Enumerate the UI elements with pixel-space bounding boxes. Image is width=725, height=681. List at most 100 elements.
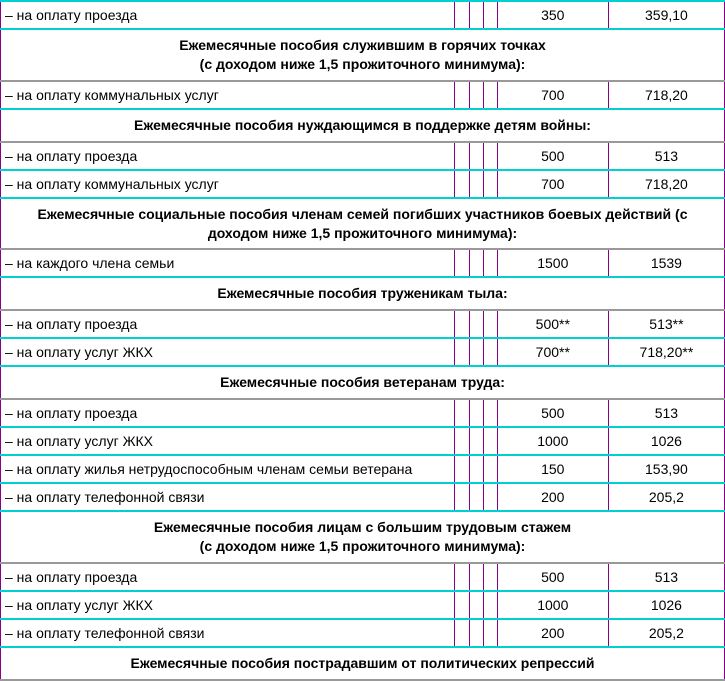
gap-cell (469, 142, 483, 170)
value-1: 500** (497, 310, 608, 338)
gap-cell (455, 142, 469, 170)
table-row: – на каждого члена семьи15001539 (1, 249, 725, 277)
row-label: – на оплату проезда (1, 399, 455, 427)
gap-cell (455, 619, 469, 647)
gap-cell (469, 619, 483, 647)
value-2: 1026 (608, 591, 724, 619)
row-label: – на оплату коммунальных услуг (1, 81, 455, 109)
value-2: 718,20 (608, 81, 724, 109)
section-header-row: Ежемесячные пособия пострадавшим от поли… (1, 647, 725, 680)
section-header-row: Ежемесячные пособия служившим в горячих … (1, 29, 725, 81)
gap-cell (455, 483, 469, 511)
section-header-row: Ежемесячные пособия нуждающимся в поддер… (1, 109, 725, 142)
gap-cell (455, 455, 469, 483)
gap-cell (469, 170, 483, 198)
table-row: – на оплату услуг ЖКХ 10001026 (1, 427, 725, 455)
value-1: 1000 (497, 427, 608, 455)
gap-cell (483, 338, 497, 366)
section-header-cell: Ежемесячные пособия труженикам тыла: (1, 277, 725, 310)
table-row: – на оплату коммунальных услуг 700718,20 (1, 81, 725, 109)
gap-cell (469, 1, 483, 29)
table-row: – на оплату проезда 500513 (1, 142, 725, 170)
row-label: – на оплату коммунальных услуг (1, 170, 455, 198)
gap-cell (483, 81, 497, 109)
gap-cell (483, 399, 497, 427)
value-1: 700 (497, 81, 608, 109)
row-label: – на оплату проезда (1, 1, 455, 29)
value-1: 500 (497, 399, 608, 427)
gap-cell (483, 170, 497, 198)
table-row: – на оплату телефонной связи200205,2 (1, 619, 725, 647)
row-label: – на оплату услуг ЖКХ (1, 427, 455, 455)
section-header-cell: Ежемесячные пособия ветеранам труда: (1, 366, 725, 399)
gap-cell (483, 1, 497, 29)
gap-cell (455, 591, 469, 619)
table-row: – на оплату услуг ЖКХ700**718,20** (1, 338, 725, 366)
value-2: 718,20 (608, 170, 724, 198)
section-header-cell: Ежемесячные пособия служившим в горячих … (1, 29, 725, 81)
table-row: – на оплату проезда 500513 (1, 563, 725, 591)
value-1: 1000 (497, 591, 608, 619)
gap-cell (455, 563, 469, 591)
table-row: – на оплату услуг ЖКХ 10001026 (1, 591, 725, 619)
gap-cell (455, 1, 469, 29)
value-1: 700 (497, 170, 608, 198)
gap-cell (483, 249, 497, 277)
value-2: 513** (608, 310, 724, 338)
gap-cell (469, 455, 483, 483)
gap-cell (483, 310, 497, 338)
gap-cell (469, 338, 483, 366)
value-2: 1539 (608, 249, 724, 277)
gap-cell (483, 427, 497, 455)
value-2: 205,2 (608, 483, 724, 511)
gap-cell (483, 563, 497, 591)
gap-cell (483, 591, 497, 619)
gap-cell (455, 310, 469, 338)
row-label: – на оплату услуг ЖКХ (1, 591, 455, 619)
gap-cell (483, 483, 497, 511)
gap-cell (469, 483, 483, 511)
gap-cell (469, 81, 483, 109)
table-row: – на оплату проезда 500**513** (1, 310, 725, 338)
value-2: 205,2 (608, 619, 724, 647)
table-row: – на оплату жилья нетрудоспособным члена… (1, 455, 725, 483)
row-label: – на оплату проезда (1, 563, 455, 591)
gap-cell (455, 170, 469, 198)
value-2: 513 (608, 142, 724, 170)
row-label: – на оплату проезда (1, 142, 455, 170)
section-header-cell: Ежемесячные пособия лицам с большим труд… (1, 511, 725, 563)
gap-cell (483, 142, 497, 170)
gap-cell (455, 338, 469, 366)
row-label: – на оплату телефонной связи (1, 619, 455, 647)
gap-cell (469, 591, 483, 619)
section-header-row: Ежемесячные пособия лицам с большим труд… (1, 511, 725, 563)
value-1: 500 (497, 563, 608, 591)
gap-cell (455, 249, 469, 277)
value-2: 1026 (608, 427, 724, 455)
gap-cell (469, 563, 483, 591)
table-row: – на оплату проезда 350359,10 (1, 1, 725, 29)
value-2: 513 (608, 563, 724, 591)
row-label: – на оплату проезда (1, 310, 455, 338)
table-row: – на оплату проезда500513 (1, 399, 725, 427)
row-label: – на оплату телефонной связи (1, 483, 455, 511)
value-1: 350 (497, 1, 608, 29)
section-header-cell: Ежемесячные пособия нуждающимся в поддер… (1, 109, 725, 142)
gap-cell (469, 249, 483, 277)
gap-cell (483, 455, 497, 483)
row-label: – на оплату жилья нетрудоспособным члена… (1, 455, 455, 483)
value-2: 718,20** (608, 338, 724, 366)
value-1: 700** (497, 338, 608, 366)
table-row: – на оплату телефонной связи200205,2 (1, 483, 725, 511)
value-1: 150 (497, 455, 608, 483)
gap-cell (455, 81, 469, 109)
row-label: – на каждого члена семьи (1, 249, 455, 277)
section-header-cell: Ежемесячные социальные пособия членам се… (1, 198, 725, 250)
value-1: 500 (497, 142, 608, 170)
section-header-cell: Ежемесячные пособия пострадавшим от поли… (1, 647, 725, 680)
gap-cell (469, 310, 483, 338)
section-header-row: Ежемесячные пособия труженикам тыла: (1, 277, 725, 310)
benefits-table: – на оплату проезда350359,10Ежемесячные … (0, 0, 725, 681)
section-header-row: Ежемесячные социальные пособия членам се… (1, 198, 725, 250)
value-2: 359,10 (608, 1, 724, 29)
